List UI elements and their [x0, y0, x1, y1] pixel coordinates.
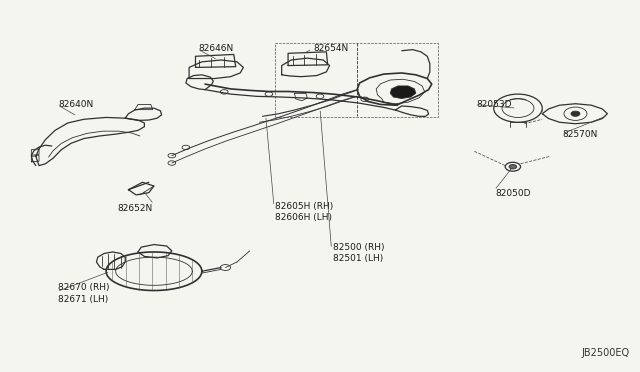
Text: JB2500EQ: JB2500EQ [582, 348, 630, 358]
Text: 82050D: 82050D [495, 189, 531, 198]
Text: 82640N: 82640N [58, 100, 93, 109]
Polygon shape [390, 86, 416, 99]
Text: 82053D: 82053D [476, 100, 512, 109]
Text: 82652N: 82652N [117, 204, 152, 213]
Bar [275, 43, 438, 118]
Circle shape [509, 164, 516, 169]
Text: 82500 (RH)
82501 (LH): 82500 (RH) 82501 (LH) [333, 243, 384, 263]
Circle shape [571, 111, 580, 116]
Text: 82646N: 82646N [198, 44, 234, 53]
Text: 82605H (RH)
82606H (LH): 82605H (RH) 82606H (LH) [275, 202, 333, 222]
Text: 82654N: 82654N [314, 44, 349, 53]
Text: 82570N: 82570N [563, 129, 598, 139]
Text: 82670 (RH)
82671 (LH): 82670 (RH) 82671 (LH) [58, 283, 109, 304]
